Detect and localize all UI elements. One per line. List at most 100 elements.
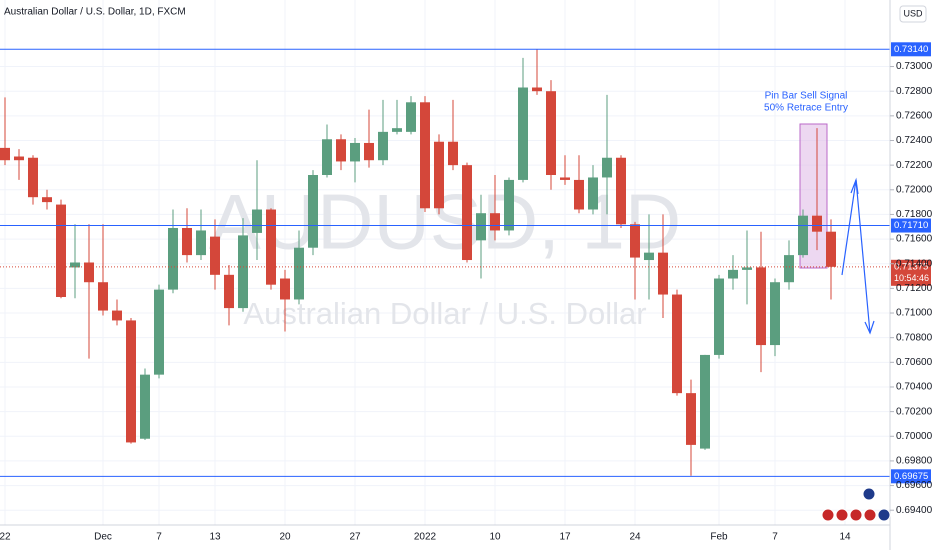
y-tick-label: 0.71000 <box>896 308 932 319</box>
candle-body <box>742 267 752 270</box>
event-icons <box>821 487 891 522</box>
candle-body <box>224 274 234 309</box>
x-tick-label: 2022 <box>414 532 437 543</box>
event-icon[interactable] <box>877 508 891 522</box>
candle-body <box>182 227 192 256</box>
candle-body <box>560 177 570 180</box>
candle-body <box>56 204 66 298</box>
y-tick-label: 0.72400 <box>896 135 932 146</box>
candle-body <box>588 177 598 210</box>
candle-body <box>238 235 248 309</box>
candle-body <box>168 227 178 290</box>
level-label-box <box>891 42 931 57</box>
candle-body <box>252 209 262 233</box>
y-tick-label: 0.72200 <box>896 160 932 171</box>
y-tick-label: 0.72000 <box>896 184 932 195</box>
candle-body <box>420 102 430 209</box>
candle-body <box>546 91 556 175</box>
candle-body <box>448 141 458 166</box>
y-tick-label: 0.70000 <box>896 431 932 442</box>
level-label: 0.69675 <box>894 471 928 482</box>
candle-body <box>476 213 486 241</box>
last-price-label: 0.71375 <box>894 261 928 272</box>
arrow-head <box>850 177 859 195</box>
x-tick-label: 7 <box>772 532 778 543</box>
candle-body <box>14 156 24 161</box>
x-tick-label: 17 <box>559 532 571 543</box>
candle-body <box>812 215 822 232</box>
candle-body <box>686 393 696 445</box>
candle-body <box>700 354 710 449</box>
candle-body <box>112 310 122 321</box>
candle-body <box>770 282 780 346</box>
level-label-box <box>891 469 931 484</box>
y-tick-label: 0.72600 <box>896 110 932 121</box>
event-icon[interactable] <box>821 508 835 522</box>
candle-body <box>28 157 38 198</box>
candle-body <box>140 374 150 439</box>
y-tick-label: 0.69800 <box>896 456 932 467</box>
candle-body <box>728 269 738 279</box>
x-tick-label: 27 <box>349 532 361 543</box>
y-tick-label: 0.71200 <box>896 283 932 294</box>
candle-body <box>294 247 304 300</box>
level-label: 0.71710 <box>894 220 928 231</box>
candle-body <box>266 209 276 285</box>
candle-body <box>504 179 514 231</box>
x-tick-label: 10 <box>489 532 501 543</box>
currency-label: USD <box>903 8 923 18</box>
x-tick-label: 14 <box>839 532 851 543</box>
watermark: AUDUSD, 1D <box>209 178 681 266</box>
x-tick-label: 7 <box>156 532 162 543</box>
y-tick-label: 0.70800 <box>896 332 932 343</box>
candle-body <box>602 157 612 178</box>
candle-body <box>196 230 206 256</box>
candle-body <box>826 231 836 267</box>
candle-body <box>462 165 472 261</box>
level-label: 0.73140 <box>894 44 928 55</box>
candle-body <box>350 142 360 162</box>
x-tick-label: 20 <box>279 532 291 543</box>
candle-body <box>532 87 542 92</box>
y-tick-label: 0.71400 <box>896 258 932 269</box>
candle-body <box>154 289 164 375</box>
candle-body <box>518 87 528 180</box>
event-icon[interactable] <box>835 508 849 522</box>
candle-body <box>658 252 668 295</box>
event-icon[interactable] <box>862 487 876 501</box>
candle-body <box>756 267 766 346</box>
candle-body <box>70 262 80 268</box>
annotation: 50% Retrace Entry <box>764 103 848 114</box>
candle-body <box>630 224 640 258</box>
y-tick-label: 0.71600 <box>896 234 932 245</box>
x-tick-label: Feb <box>710 532 728 543</box>
candle-body <box>644 252 654 261</box>
grid <box>0 0 890 525</box>
candle-body <box>280 278 290 300</box>
candle-body <box>798 215 808 256</box>
event-icon[interactable] <box>863 508 877 522</box>
y-tick-label: 0.70400 <box>896 382 932 393</box>
candle-body <box>308 175 318 248</box>
candle-body <box>714 278 724 355</box>
candle-body <box>378 131 388 161</box>
annotation: Pin Bar Sell Signal <box>765 91 848 102</box>
candle-body <box>210 236 220 275</box>
currency-badge[interactable] <box>899 5 927 23</box>
event-icon[interactable] <box>849 508 863 522</box>
level-label-box <box>891 218 931 233</box>
candle-body <box>406 102 416 132</box>
x-tick-label: Dec <box>94 532 112 543</box>
candle-body <box>322 139 332 175</box>
y-tick-label: 0.69400 <box>896 505 932 516</box>
candle-body <box>336 139 346 162</box>
candle-body <box>616 157 626 225</box>
candle-body <box>126 320 136 443</box>
candle-body <box>434 141 444 209</box>
y-tick-label: 0.72800 <box>896 86 932 97</box>
candle-body <box>784 255 794 283</box>
chart-title: Australian Dollar / U.S. Dollar, 1D, FXC… <box>4 7 186 18</box>
y-tick-label: 0.71800 <box>896 209 932 220</box>
x-tick-label: 13 <box>209 532 221 543</box>
